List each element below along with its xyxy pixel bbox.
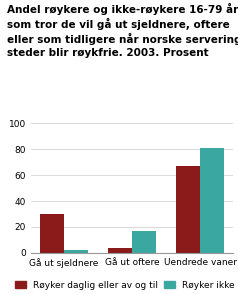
Bar — [132, 231, 156, 253]
Legend: Røyker daglig eller av og til, Røyker ikke: Røyker daglig eller av og til, Røyker ik… — [15, 281, 234, 290]
Text: Andel røykere og ikke-røykere 16-79 år
som tror de vil gå ut sjeldnere, oftere
e: Andel røykere og ikke-røykere 16-79 år s… — [7, 3, 238, 58]
Bar — [64, 250, 88, 253]
Bar — [108, 248, 132, 253]
Bar — [200, 148, 224, 253]
Bar — [40, 214, 64, 253]
Bar — [176, 166, 200, 253]
